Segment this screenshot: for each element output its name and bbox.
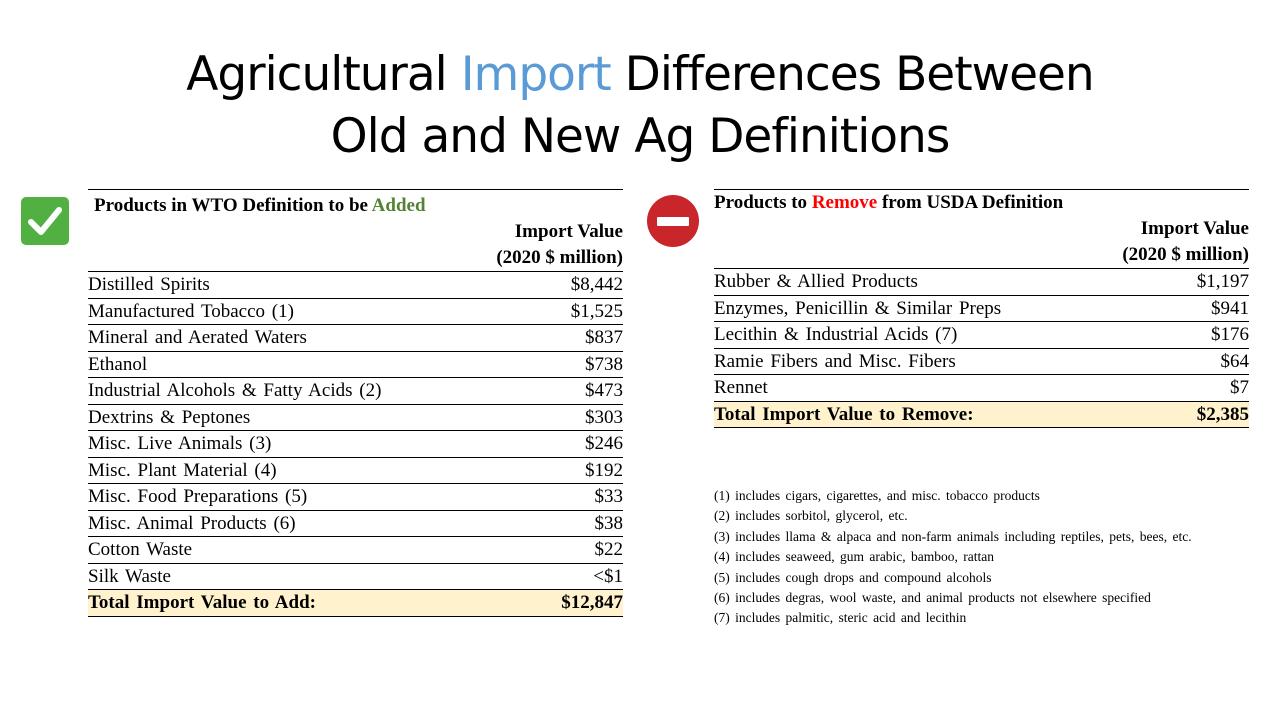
- table-row: Mineral and Aerated Waters $837: [88, 325, 623, 352]
- page-title: Agricultural Import Differences Between …: [0, 44, 1280, 168]
- row-label: Ramie Fibers and Misc. Fibers: [714, 350, 956, 372]
- row-label: Misc. Animal Products (6): [88, 512, 296, 534]
- table-row: Misc. Plant Material (4) $192: [88, 458, 623, 484]
- row-label: Ethanol: [88, 353, 148, 375]
- table-row: Industrial Alcohols & Fatty Acids (2) $47…: [88, 378, 623, 405]
- row-label: Enzymes, Penicillin & Similar Preps: [714, 297, 1002, 319]
- row-label: Misc. Live Animals (3): [88, 433, 272, 454]
- table-row: Ramie Fibers and Misc. Fibers $64: [714, 349, 1250, 375]
- row-label: Rennet: [714, 377, 768, 398]
- row-value: <$1: [593, 565, 623, 587]
- added-products-table: Products in WTO Definition to be Added I…: [88, 189, 623, 617]
- row-value: $64: [1220, 350, 1250, 372]
- row-value: $8,442: [570, 274, 623, 295]
- footnote: (2) includes sorbitol, glycerol, etc.: [714, 508, 908, 524]
- row-label: Distilled Spirits: [88, 274, 210, 295]
- row-label: Mineral and Aerated Waters: [88, 327, 307, 348]
- table-row: Ethanol $738: [88, 352, 623, 378]
- title-line-1: Agricultural Import Differences Between: [186, 47, 1094, 102]
- table-row: Rennet $7: [714, 375, 1249, 402]
- row-label: Rubber & Allied Products: [714, 271, 918, 292]
- title-accent-word: Import: [460, 47, 612, 102]
- table-row: Manufactured Tobacco (1) $1,525: [88, 299, 623, 325]
- table-row: Rubber & Allied Products $1,197: [714, 269, 1249, 296]
- row-label: Manufactured Tobacco (1): [88, 300, 294, 322]
- row-label: Silk Waste: [88, 565, 171, 587]
- row-value: $1,197: [1196, 271, 1249, 292]
- table-row: Lecithin & Industrial Acids (7) $176: [714, 322, 1249, 349]
- row-label: Industrial Alcohols & Fatty Acids (2): [88, 380, 382, 401]
- footnote: (7) includes palmitic, steric acid and l…: [714, 610, 967, 626]
- row-value: $22: [594, 539, 624, 560]
- row-value: $473: [585, 380, 623, 401]
- row-value: $837: [585, 327, 623, 348]
- table-row: Dextrins & Peptones $303: [88, 405, 623, 431]
- table-row: Cotton Waste $22: [88, 537, 623, 564]
- row-label: Dextrins & Peptones: [88, 406, 251, 428]
- column-header: Import Value (2020 $ million): [88, 219, 623, 272]
- row-label: Lecithin & Industrial Acids (7): [714, 324, 958, 345]
- row-label: Misc. Food Preparations (5): [88, 486, 308, 507]
- row-value: $33: [594, 486, 624, 507]
- footnote: (5) includes cough drops and compound al…: [714, 569, 992, 585]
- row-value: $303: [585, 406, 623, 428]
- table-row: Distilled Spirits $8,442: [88, 272, 623, 299]
- footnote: (3) includes llama & alpaca and non-farm…: [714, 528, 1192, 544]
- row-value: $7: [1230, 377, 1249, 398]
- table-row: Enzymes, Penicillin & Similar Preps $941: [714, 296, 1249, 322]
- remove-highlight: Remove: [811, 192, 878, 213]
- column-header: Import Value (2020 $ million): [714, 216, 1249, 269]
- no-entry-icon: [647, 195, 699, 247]
- total-row: Total Import Value to Add: $12,847: [88, 590, 623, 617]
- table-row: Misc. Food Preparations (5) $33: [88, 484, 623, 511]
- row-value: $176: [1211, 324, 1249, 345]
- row-value: $38: [594, 512, 624, 534]
- row-value: $1,525: [570, 300, 623, 322]
- table-row: Misc. Animal Products (6) $38: [88, 511, 624, 537]
- total-row: Total Import Value to Remove: $2,385: [714, 401, 1249, 428]
- row-label: Misc. Plant Material (4): [88, 459, 277, 481]
- row-label: Cotton Waste: [88, 539, 193, 560]
- row-value: $738: [585, 353, 623, 375]
- title-line-2: Old and New Ag Definitions: [330, 109, 951, 164]
- added-highlight: Added: [371, 195, 426, 216]
- removed-products-table: Products to Remove from USDA Definition …: [714, 189, 1249, 428]
- row-value: $192: [585, 459, 623, 481]
- removed-table-heading: Products to Remove from USDA Definition: [714, 192, 1064, 213]
- footnote: (4) includes seaweed, gum arabic, bamboo…: [714, 549, 995, 565]
- checkmark-icon: [21, 197, 69, 245]
- table-row: Silk Waste <$1: [88, 564, 623, 590]
- footnote: (1) includes cigars, cigarettes, and mis…: [714, 488, 1040, 503]
- row-value: $246: [585, 433, 623, 454]
- table-row: Misc. Live Animals (3) $246: [88, 431, 623, 458]
- footnotes: (1) includes cigars, cigarettes, and mis…: [714, 486, 1274, 629]
- row-value: $941: [1211, 297, 1249, 319]
- added-table-heading: Products in WTO Definition to be Added: [94, 195, 426, 216]
- footnote: (6) includes degras, wool waste, and ani…: [714, 590, 1151, 606]
